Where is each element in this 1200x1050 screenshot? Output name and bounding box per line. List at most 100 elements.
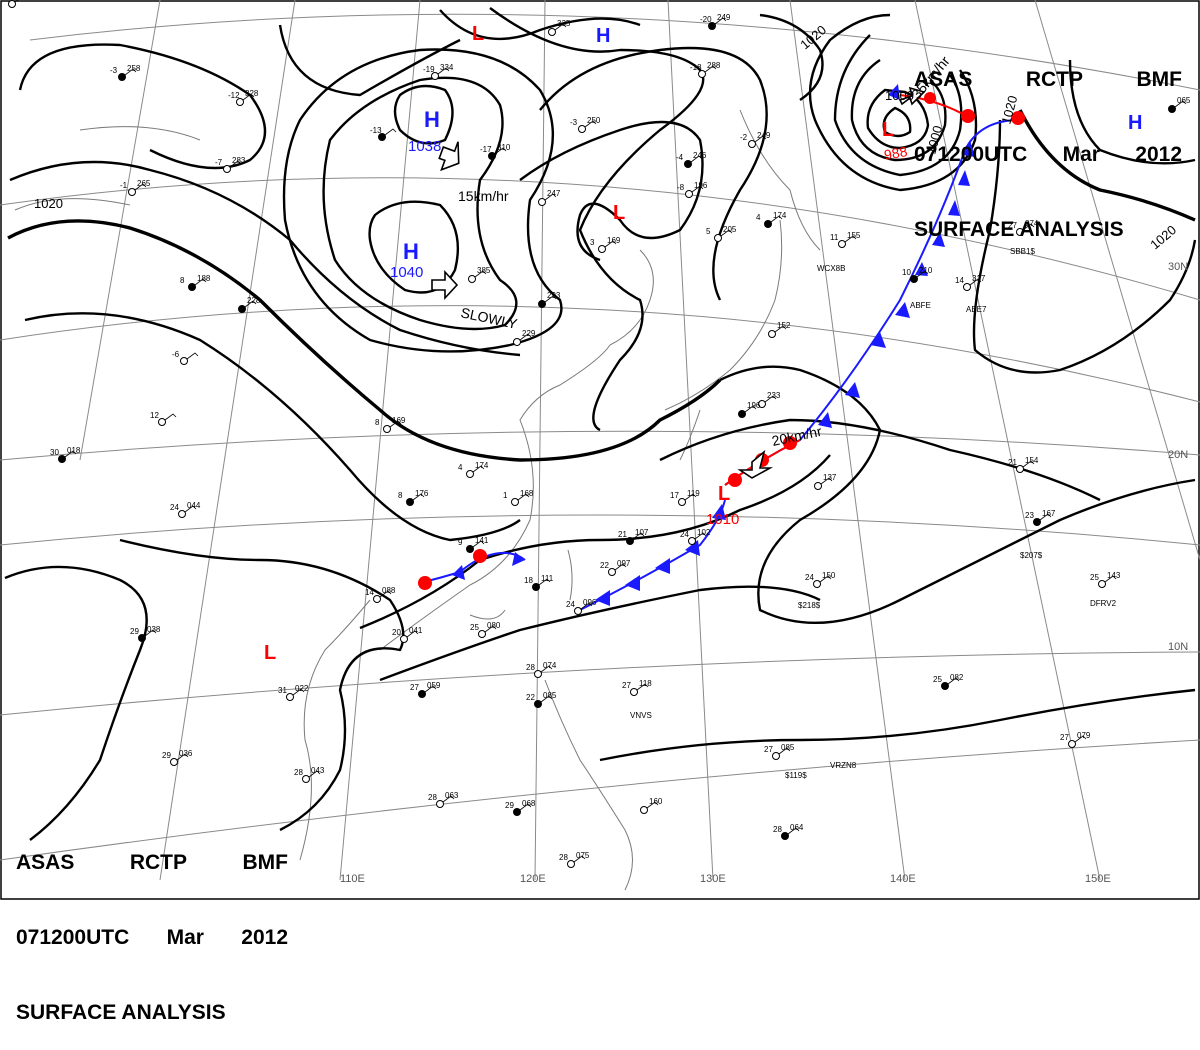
ship-callsign: WCX8B [817,264,845,273]
station-temperature: -18 [690,63,702,72]
station-circle-icon [538,198,546,206]
station-code: RCTP [1025,68,1084,91]
ship-callsign: ABFE [910,301,931,310]
coast-philippines [544,679,633,891]
wind-barb-icon [844,235,857,243]
station-circle-icon [640,806,648,814]
header-title: SURFACE ANALYSIS [914,218,1124,241]
wind-barb-icon [714,17,727,25]
station-circle-icon [138,634,146,642]
station-pressure: 293 [547,291,561,300]
station-temperature: 24 [566,600,575,609]
header-top-right: ASAS RCTP BMF 071200UTC Mar 2012 SURFACE… [914,17,1182,267]
wind-barb-icon [540,665,553,673]
isobar-low-center [882,106,912,138]
wind-barb-icon [1104,575,1117,583]
station-circle-icon [488,152,496,160]
station-temperature: 3 [590,238,595,247]
station-circle-icon [302,775,310,783]
ship-callsign: DFRV2 [1090,599,1117,608]
station-circle-icon [286,693,294,701]
station-pressure: 328 [245,89,259,98]
header-row-2: 071200UTC Mar 2012 [16,925,288,950]
station-temperature: -2 [740,133,748,142]
isobar-south-west [119,538,405,832]
station-circle-icon [1168,105,1176,113]
station-circle-icon [436,800,444,808]
motion-arrows [431,86,926,479]
ship-callsign: SBB1$ [1010,247,1035,256]
longitude-label: 120E [520,873,546,885]
station-pressure: 079 [1077,731,1091,740]
wind-barb-icon [379,590,392,598]
coast-indochina [299,599,371,861]
wind-barb-icon [519,803,532,811]
station-temperature: -8 [677,183,685,192]
station-temperature: 27 [1008,221,1017,230]
isobar-south-3 [599,688,1196,762]
wind-barb-icon [1022,460,1035,468]
meridian-160e [1034,0,1200,561]
parallel-35n [0,177,1200,301]
isobar-central-2 [539,46,768,301]
isobar-south-center [359,454,831,630]
cold-front-triangle [712,504,726,520]
motion-arrow-icon [431,269,459,301]
cold-front-triangle [595,590,610,606]
station-temperature: 23 [1025,511,1034,520]
station-circle-icon [608,568,616,576]
station-pressure: 068 [522,799,536,808]
graticule [0,0,1200,881]
station-circle-icon [567,860,575,868]
station-pressure: 022 [295,684,309,693]
wind-barb-icon [744,405,757,413]
station-temperature: -12 [228,91,240,100]
station-temperature: 29 [505,801,514,810]
wind-barb-icon [774,325,787,333]
isobar-high-ring [322,76,518,331]
wind-barb-icon [472,465,485,473]
latitude-label: 30N [1168,261,1188,273]
station-pressure: 169 [607,236,621,245]
station-pressure: 246 [693,151,707,160]
isobar-1020-east [1018,109,1196,222]
station-circle-icon [378,133,386,141]
isobar-low-ring-4 [866,88,930,150]
longitude-label: 130E [700,873,726,885]
station-circle-icon [684,160,692,168]
isobar-west-2 [24,312,521,542]
wind-barb-icon [144,629,157,637]
cold-front-triangle [932,232,945,247]
wind-barb-icon [494,147,507,155]
cold-front-triangle [845,382,860,398]
wind-barb-icon [580,602,593,610]
station-temperature: 25 [933,675,942,684]
station-temperature: 28 [526,663,535,672]
bulletin-type: BMF [242,851,289,874]
parallel-20n [0,430,1200,461]
station-circle-icon [236,98,244,106]
station-temperature: -20 [700,15,712,24]
station-temperature: 4 [458,463,463,472]
station-circle-icon [8,0,16,8]
ship-callsign: VRZN8 [830,761,857,770]
station-temperature: 5 [706,227,711,236]
header-bottom-left: ASAS RCTP BMF 071200UTC Mar 2012 SURFACE… [16,800,288,1050]
longitude-label: 110E [340,873,365,885]
meridian-140e [789,0,906,881]
station-pressure: 143 [1107,571,1121,580]
station-circle-icon [814,482,822,490]
coast-china [379,344,611,651]
station-pressure: 317 [972,274,986,283]
header-row-2: 071200UTC Mar 2012 [914,142,1182,167]
station-circle-icon [963,283,971,291]
high-symbol: H [403,239,419,264]
wind-barb-icon [194,278,207,286]
cold-front-triangle [452,565,465,580]
station-pressure: 249 [717,13,731,22]
station-circle-icon [578,125,586,133]
isobar-label: 1020 [998,94,1020,126]
station-circle-icon [158,418,166,426]
station-temperature: 8 [375,418,380,427]
meridian-150e [914,0,1101,881]
